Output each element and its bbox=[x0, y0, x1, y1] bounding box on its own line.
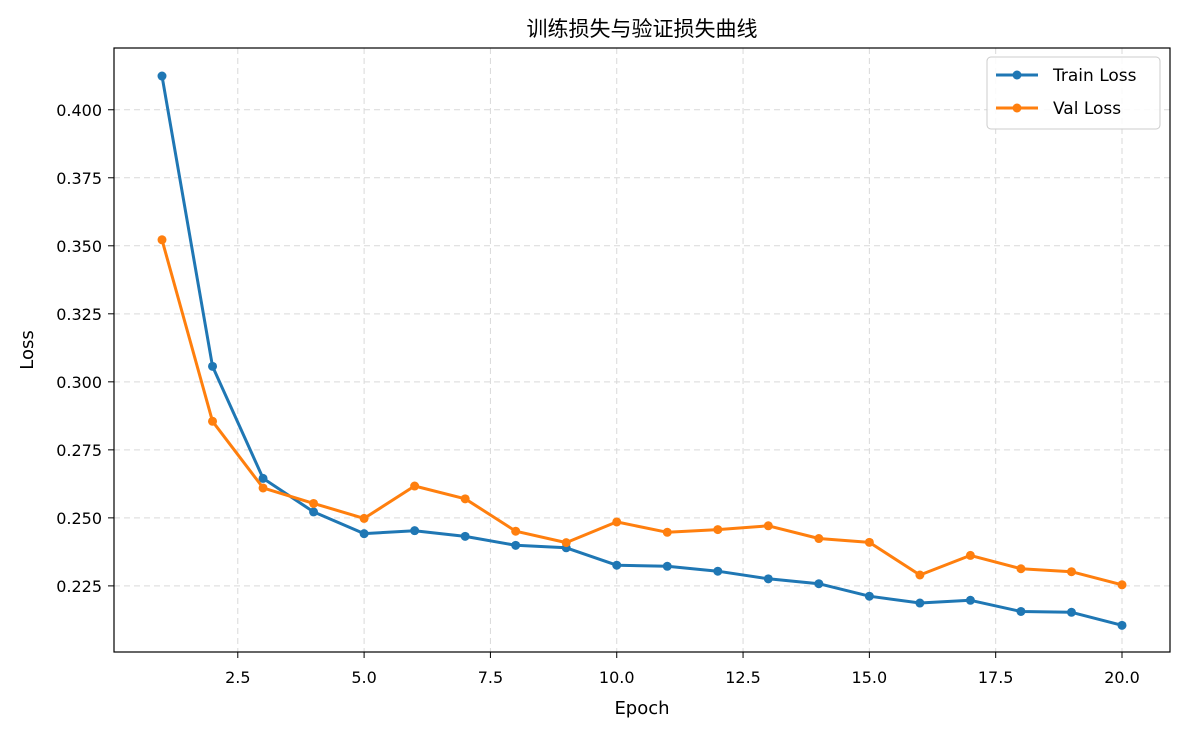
train-loss-point bbox=[258, 473, 268, 483]
val-loss-line bbox=[160, 239, 1123, 587]
train-loss-point bbox=[864, 591, 874, 601]
x-tick-label: 20.0 bbox=[1104, 668, 1140, 687]
train-loss-line bbox=[160, 75, 1123, 627]
train-loss-point bbox=[1117, 620, 1127, 630]
val-loss-point bbox=[208, 416, 218, 426]
train-loss-point bbox=[1016, 606, 1026, 616]
legend-val-loss-label: Val Loss bbox=[1053, 99, 1121, 119]
val-loss-point bbox=[410, 481, 420, 491]
ticks: 2.5 5.0 7.5 10.0 12.5 15.0 17.5 20.0 0.225 0.250 0… bbox=[56, 101, 1140, 687]
val-loss-point bbox=[561, 538, 571, 548]
y-tick-label: 0.300 bbox=[56, 373, 102, 392]
x-tick-label: 2.5 bbox=[225, 668, 250, 687]
grid bbox=[114, 48, 1170, 652]
train-loss-point bbox=[814, 579, 824, 589]
val-loss-point bbox=[713, 525, 723, 535]
val-loss-point bbox=[814, 534, 824, 544]
x-tick-label: 10.0 bbox=[599, 668, 635, 687]
train-loss-point bbox=[965, 595, 975, 605]
train-loss-point bbox=[1066, 607, 1076, 617]
val-loss-point bbox=[763, 521, 773, 531]
val-loss-point bbox=[1066, 567, 1076, 577]
val-loss-point bbox=[864, 537, 874, 547]
val-loss-point bbox=[965, 550, 975, 560]
val-loss-point bbox=[662, 527, 672, 537]
y-tick-label: 0.275 bbox=[56, 441, 102, 460]
y-axis-label: Loss bbox=[17, 330, 38, 369]
chart-title: 训练损失与验证损失曲线 bbox=[527, 17, 758, 41]
train-loss-point bbox=[410, 526, 420, 536]
train-loss-point bbox=[157, 71, 167, 81]
plot-frame bbox=[113, 47, 1171, 653]
train-loss-point bbox=[713, 566, 723, 576]
legend: Train Loss Val Loss bbox=[986, 56, 1161, 130]
x-tick-label: 12.5 bbox=[725, 668, 761, 687]
val-loss-point bbox=[157, 235, 167, 245]
val-loss-point bbox=[511, 526, 521, 536]
x-tick-label: 17.5 bbox=[978, 668, 1014, 687]
train-loss-point bbox=[662, 561, 672, 571]
legend-train-loss-label: Train Loss bbox=[1052, 66, 1137, 86]
legend-train-loss-marker bbox=[1012, 70, 1022, 80]
val-loss-point bbox=[359, 513, 369, 523]
train-loss-point bbox=[763, 574, 773, 584]
train-loss-point bbox=[612, 560, 622, 570]
val-loss-point bbox=[612, 517, 622, 527]
val-loss-point bbox=[460, 494, 470, 504]
train-loss-point bbox=[915, 598, 925, 608]
y-tick-label: 0.325 bbox=[56, 305, 102, 324]
y-tick-label: 0.375 bbox=[56, 169, 102, 188]
val-loss-point bbox=[915, 570, 925, 580]
train-loss-point bbox=[208, 361, 218, 371]
y-tick-label: 0.350 bbox=[56, 237, 102, 256]
train-loss-point bbox=[359, 529, 369, 539]
legend-val-loss-marker bbox=[1012, 103, 1022, 113]
y-tick-label: 0.250 bbox=[56, 509, 102, 528]
y-tick-label: 0.225 bbox=[56, 577, 102, 596]
x-axis-label: Epoch bbox=[614, 698, 669, 719]
val-loss-point bbox=[1016, 564, 1026, 574]
series-layer bbox=[157, 71, 1127, 630]
val-loss-point bbox=[1117, 580, 1127, 590]
y-tick-label: 0.400 bbox=[56, 101, 102, 120]
val-loss-point bbox=[309, 498, 319, 508]
x-tick-label: 15.0 bbox=[852, 668, 888, 687]
train-loss-point bbox=[511, 540, 521, 550]
x-tick-label: 5.0 bbox=[351, 668, 376, 687]
train-loss-point bbox=[460, 531, 470, 541]
x-tick-label: 7.5 bbox=[478, 668, 503, 687]
val-loss-point bbox=[258, 483, 268, 493]
train-loss-point bbox=[309, 507, 319, 517]
